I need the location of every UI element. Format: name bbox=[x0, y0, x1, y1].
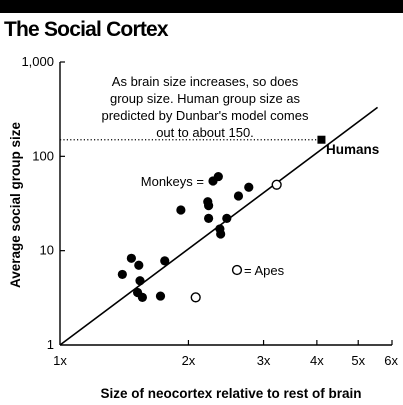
annotation-line-2: group size. Human group size as bbox=[110, 91, 301, 106]
x-tick-label: 6x bbox=[384, 353, 398, 368]
monkey-point bbox=[233, 191, 244, 201]
x-tick-label: 4x bbox=[310, 353, 324, 368]
monkey-point bbox=[244, 182, 254, 192]
humans-point bbox=[317, 135, 326, 144]
y-tick-label: 100 bbox=[32, 148, 54, 163]
monkey-point bbox=[117, 269, 127, 280]
y-axis-label: Average social group size bbox=[8, 121, 23, 288]
x-tick-label: 2x bbox=[182, 353, 196, 368]
x-axis-label: Size of neocortex relative to rest of br… bbox=[100, 386, 361, 401]
x-tick-label: 5x bbox=[351, 353, 365, 368]
annotation-line-4: out to about 150. bbox=[156, 125, 254, 140]
humans-label: Humans bbox=[326, 142, 379, 157]
apes-label: = Apes bbox=[244, 263, 285, 278]
ape-point bbox=[190, 292, 201, 303]
monkey-point bbox=[176, 205, 186, 215]
y-tick-label: 10 bbox=[40, 243, 54, 258]
monkey-point bbox=[134, 260, 144, 270]
monkey-point bbox=[135, 276, 145, 286]
y-tick-label: 1,000 bbox=[21, 54, 54, 69]
monkey-point bbox=[160, 256, 170, 266]
monkey-point bbox=[216, 229, 226, 239]
monkey-point bbox=[126, 253, 136, 263]
monkeys-label: Monkeys = bbox=[141, 174, 204, 189]
apes-legend-marker bbox=[231, 264, 243, 276]
monkey-point bbox=[155, 291, 166, 301]
x-tick-label: 1x bbox=[53, 353, 67, 368]
x-tick-label: 3x bbox=[257, 353, 271, 368]
monkey-point bbox=[204, 201, 214, 211]
monkey-point bbox=[137, 292, 147, 302]
monkey-point bbox=[204, 213, 214, 223]
y-tick-label: 1 bbox=[47, 337, 54, 352]
monkeys-legend-marker bbox=[208, 176, 218, 186]
chart-title: The Social Cortex bbox=[4, 18, 169, 41]
annotation-line-3: predicted by Dunbar's model comes bbox=[102, 108, 309, 123]
monkey-point bbox=[222, 213, 232, 223]
annotation-line-1: As brain size increases, so does bbox=[112, 74, 299, 89]
top-rule bbox=[0, 0, 403, 13]
ape-point bbox=[271, 179, 282, 190]
